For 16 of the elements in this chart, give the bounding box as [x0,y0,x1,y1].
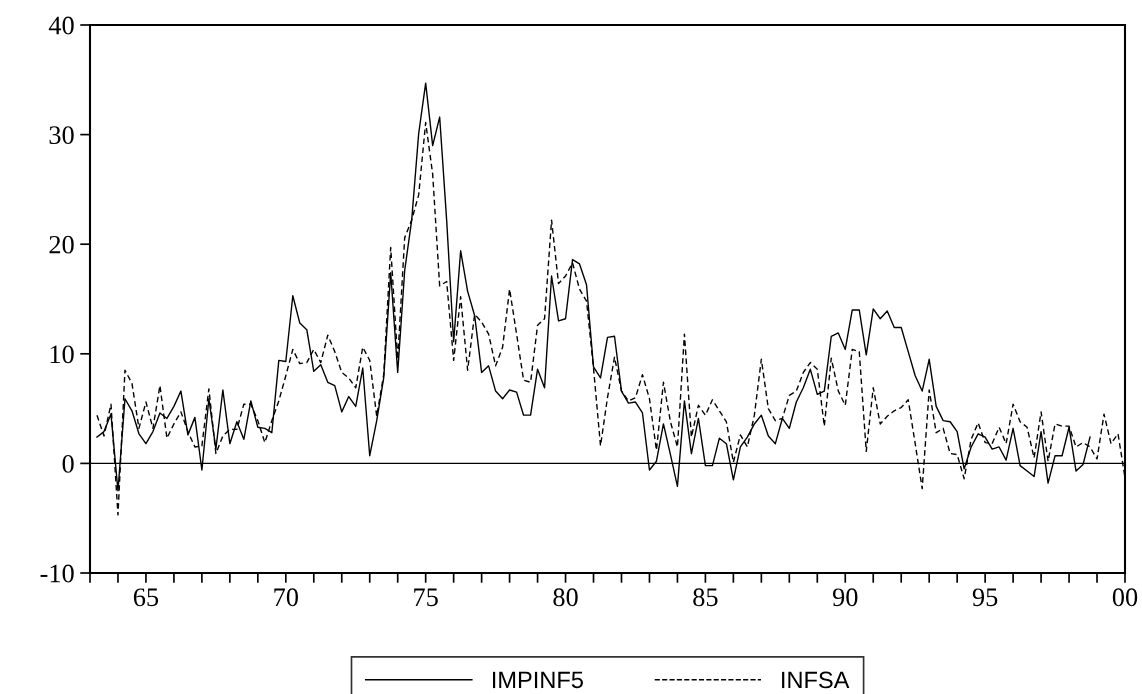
x-tick-label: 75 [414,588,438,607]
y-tick-label: -10 [40,564,74,583]
x-tick-label: 95 [972,588,998,607]
x-tick-label: 00 [1112,588,1138,607]
x-tick-label: 65 [133,588,159,607]
x-tick-label: 90 [832,588,858,607]
x-tick-label: 70 [274,588,298,607]
x-tick-label: 80 [553,588,578,607]
y-tick-label: 20 [49,235,74,254]
x-tick-label: 85 [693,588,718,607]
legend-label: IMPINF5 [492,671,583,689]
y-tick-label: 0 [62,455,74,473]
y-tick-label: 10 [50,345,74,364]
y-tick-label: 40 [48,16,74,35]
y-tick-label: 30 [49,126,74,145]
legend-label: INFSA [782,671,850,689]
